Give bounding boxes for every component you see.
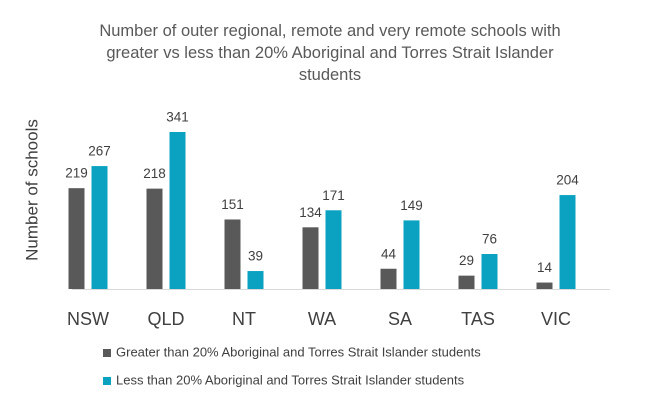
legend-swatch xyxy=(103,349,111,357)
x-tick-label: VIC xyxy=(541,309,571,329)
legend-swatch xyxy=(103,377,111,385)
data-label: 134 xyxy=(299,205,322,220)
data-label: 29 xyxy=(459,253,474,268)
data-label: 341 xyxy=(166,110,189,125)
bar xyxy=(247,271,264,289)
data-label: 39 xyxy=(248,249,263,264)
data-label: 218 xyxy=(143,166,166,181)
bar xyxy=(169,132,186,289)
data-label: 219 xyxy=(65,166,88,181)
chart-title: Number of outer regional, remote and ver… xyxy=(99,22,561,84)
bar xyxy=(536,282,553,289)
data-label: 151 xyxy=(221,197,244,212)
bar xyxy=(481,254,498,289)
x-tick-label: SA xyxy=(388,309,412,329)
bar xyxy=(559,195,576,289)
bar xyxy=(458,275,475,289)
bar xyxy=(302,227,319,289)
data-label: 204 xyxy=(556,173,579,188)
data-label: 76 xyxy=(482,232,497,247)
bar xyxy=(146,188,163,289)
x-tick-label: TAS xyxy=(461,309,495,329)
data-label: 171 xyxy=(322,188,345,203)
x-tick-label: NT xyxy=(232,309,256,329)
bar xyxy=(224,219,241,289)
data-label: 14 xyxy=(537,260,553,275)
x-tick-label: NSW xyxy=(67,309,109,329)
bar xyxy=(91,166,108,289)
x-tick-label: QLD xyxy=(147,309,184,329)
data-label: 267 xyxy=(88,144,111,159)
bar xyxy=(325,210,342,289)
x-tick-label: WA xyxy=(308,309,336,329)
bar xyxy=(403,220,420,289)
legend-label: Less than 20% Aboriginal and Torres Stra… xyxy=(116,372,465,387)
data-label: 44 xyxy=(381,246,397,261)
data-label: 149 xyxy=(400,198,423,213)
bar xyxy=(68,188,85,289)
y-axis-label: Number of schools xyxy=(22,119,41,261)
bar xyxy=(380,268,397,289)
legend-label: Greater than 20% Aboriginal and Torres S… xyxy=(116,344,481,359)
